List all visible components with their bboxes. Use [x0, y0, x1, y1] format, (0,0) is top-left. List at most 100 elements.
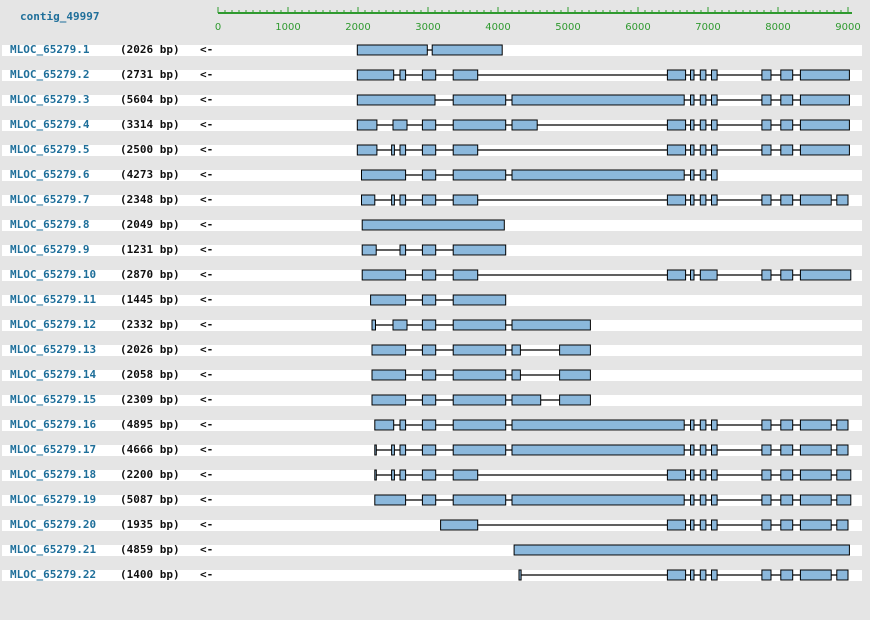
exon-block	[666, 569, 687, 581]
transcript-link[interactable]: MLOC_65279.2	[10, 68, 90, 81]
exon-block	[511, 344, 521, 356]
transcript-link[interactable]: MLOC_65279.3	[10, 93, 90, 106]
exon-block	[711, 444, 718, 456]
transcript-length: (3314 bp)	[120, 118, 180, 131]
strand-arrow-icon: <-	[200, 418, 214, 431]
transcript-link[interactable]: MLOC_65279.10	[10, 268, 97, 281]
ruler-tick-label: 8000	[765, 22, 790, 33]
exon-block	[374, 444, 377, 456]
transcript-link[interactable]: MLOC_65279.12	[10, 318, 97, 331]
exon-block	[452, 419, 507, 431]
transcript-link[interactable]: MLOC_65279.5	[10, 143, 90, 156]
exon-block	[511, 494, 685, 506]
transcript-link[interactable]: MLOC_65279.8	[10, 218, 90, 231]
exon-block	[371, 369, 407, 381]
exon-block	[836, 469, 852, 481]
exon-block	[761, 269, 772, 281]
exon-block	[421, 69, 437, 81]
transcript-link[interactable]: MLOC_65279.6	[10, 168, 90, 181]
exon-block	[452, 319, 507, 331]
exon-block	[452, 269, 479, 281]
exon-block	[836, 444, 849, 456]
exon-block	[361, 244, 377, 256]
exon-block	[761, 94, 772, 106]
exon-block	[511, 94, 685, 106]
transcript-link[interactable]: MLOC_65279.19	[10, 493, 97, 506]
transcript-length: (2058 bp)	[120, 368, 180, 381]
exon-block	[780, 444, 794, 456]
exon-block	[421, 244, 437, 256]
exon-block	[799, 519, 832, 531]
transcript-length: (5087 bp)	[120, 493, 180, 506]
ruler-tick-label: 1000	[275, 22, 300, 33]
ruler-tick-label: 6000	[625, 22, 650, 33]
transcript-link[interactable]: MLOC_65279.1	[10, 43, 90, 56]
exon-block	[374, 419, 395, 431]
transcript-length: (2332 bp)	[120, 318, 180, 331]
transcript-link[interactable]: MLOC_65279.15	[10, 393, 97, 406]
exon-block	[421, 319, 437, 331]
transcript-link[interactable]: MLOC_65279.13	[10, 343, 97, 356]
exon-block	[361, 219, 505, 231]
exon-block	[421, 369, 437, 381]
strand-arrow-icon: <-	[200, 243, 214, 256]
exon-block	[690, 194, 695, 206]
exon-block	[699, 519, 707, 531]
exon-block	[799, 419, 832, 431]
exon-block	[559, 369, 591, 381]
strand-arrow-icon: <-	[200, 293, 214, 306]
exon-block	[392, 319, 408, 331]
transcript-link[interactable]: MLOC_65279.21	[10, 543, 97, 556]
exon-block	[399, 194, 407, 206]
transcript-link[interactable]: MLOC_65279.9	[10, 243, 90, 256]
exon-block	[421, 444, 437, 456]
exon-block	[780, 419, 794, 431]
exon-block	[780, 469, 794, 481]
transcript-link[interactable]: MLOC_65279.18	[10, 468, 97, 481]
transcript-row-band	[2, 570, 862, 581]
transcript-link[interactable]: MLOC_65279.22	[10, 568, 97, 581]
exon-block	[399, 469, 407, 481]
exon-block	[699, 69, 707, 81]
exon-block	[356, 44, 428, 56]
exon-block	[391, 194, 395, 206]
transcript-link[interactable]: MLOC_65279.7	[10, 193, 90, 206]
exon-block	[511, 369, 521, 381]
exon-block	[799, 119, 850, 131]
exon-block	[431, 44, 503, 56]
transcript-length: (4666 bp)	[120, 443, 180, 456]
ruler-tick-label: 3000	[415, 22, 440, 33]
transcript-length: (2348 bp)	[120, 193, 180, 206]
transcript-length: (2026 bp)	[120, 43, 180, 56]
strand-arrow-icon: <-	[200, 543, 214, 556]
transcript-row-band	[2, 520, 862, 531]
exon-block	[511, 169, 685, 181]
strand-arrow-icon: <-	[200, 43, 214, 56]
exon-block	[374, 494, 407, 506]
transcript-link[interactable]: MLOC_65279.4	[10, 118, 90, 131]
exon-block	[399, 419, 407, 431]
strand-arrow-icon: <-	[200, 268, 214, 281]
transcript-link[interactable]: MLOC_65279.11	[10, 293, 97, 306]
exon-block	[421, 394, 437, 406]
exon-block	[699, 94, 707, 106]
exon-block	[836, 194, 849, 206]
exon-block	[690, 69, 695, 81]
transcript-length: (1400 bp)	[120, 568, 180, 581]
transcript-link[interactable]: MLOC_65279.17	[10, 443, 97, 456]
transcript-length: (1935 bp)	[120, 518, 180, 531]
coordinate-ruler: 0 1000 2000 3000 4000 5000 6000 7000 8000 9000	[215, 7, 861, 33]
exon-block	[690, 419, 695, 431]
exon-block	[374, 469, 377, 481]
transcript-link[interactable]: MLOC_65279.16	[10, 418, 97, 431]
exon-block	[440, 519, 479, 531]
transcript-link[interactable]: MLOC_65279.20	[10, 518, 97, 531]
exon-block	[361, 194, 376, 206]
exon-block	[799, 269, 852, 281]
exon-block	[559, 394, 591, 406]
exon-block	[513, 544, 850, 556]
exon-block	[699, 569, 707, 581]
transcript-link[interactable]: MLOC_65279.14	[10, 368, 97, 381]
exon-block	[370, 294, 407, 306]
